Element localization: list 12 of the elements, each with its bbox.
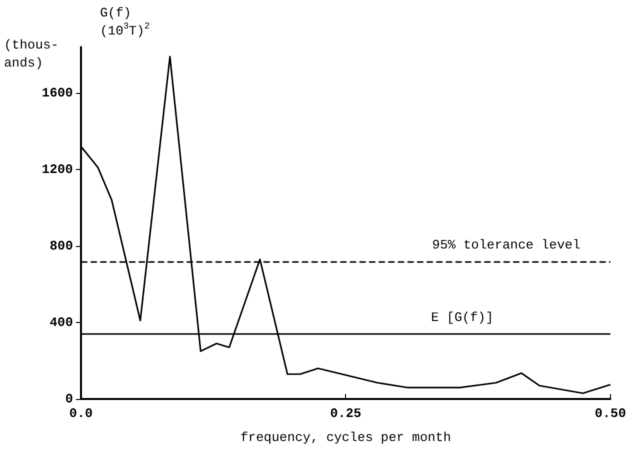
x-tick-label: 0.0: [69, 406, 93, 421]
x-axis-title: frequency, cycles per month: [240, 430, 452, 445]
y-tick-label: 1600: [42, 85, 74, 100]
y-tick-label: 800: [50, 238, 74, 254]
y-tick-label: 400: [50, 314, 74, 330]
text: (thous- ands): [4, 38, 59, 70]
y-tick-label: 0: [65, 392, 74, 406]
ref-line-label: 95% tolerance level: [432, 237, 581, 252]
x-tick-label: 0.50: [594, 406, 626, 421]
ref-line-label: E [G(f)]: [430, 310, 494, 325]
y-tick-label: 1200: [42, 162, 74, 177]
x-tick-label: 0.25: [330, 406, 362, 421]
